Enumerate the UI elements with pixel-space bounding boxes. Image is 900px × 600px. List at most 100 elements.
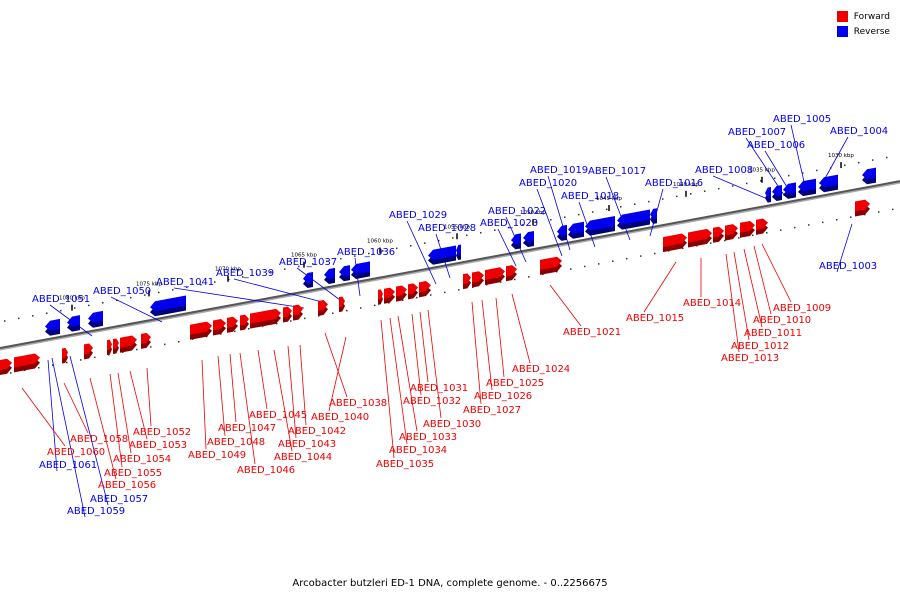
gene-arrow-face xyxy=(339,265,350,277)
gene-label: ABED_1054 xyxy=(113,454,171,465)
gene-arrow-face xyxy=(88,310,103,323)
gene-label: ABED_1041 xyxy=(156,277,214,288)
upper-dot xyxy=(634,203,636,205)
gene-label: ABED_1026 xyxy=(474,391,532,402)
reverse-gene-arrow xyxy=(617,209,650,230)
gene-arrow-face xyxy=(408,283,418,295)
gene-leader-line xyxy=(110,296,163,323)
upper-dot xyxy=(578,213,580,216)
gene-leader-line xyxy=(836,223,853,273)
upper-dot xyxy=(536,221,538,224)
upper-dot xyxy=(32,315,34,317)
gene-arrow-face xyxy=(190,321,212,335)
gene-leader-line xyxy=(790,124,806,187)
gene-leader-line xyxy=(129,370,148,440)
gene-label: ABED_1024 xyxy=(512,364,570,375)
lower-dot xyxy=(808,224,810,226)
gene-arrow-face xyxy=(855,199,870,212)
gene-label: ABED_1032 xyxy=(403,396,461,407)
reverse-gene-arrow xyxy=(783,182,796,199)
lower-dot xyxy=(598,263,600,265)
gene-label: ABED_1010 xyxy=(753,315,811,326)
gene-arrow-face xyxy=(523,230,534,243)
forward-gene-arrow xyxy=(227,316,238,333)
axis-tick-label: 1030 kbp xyxy=(828,153,854,159)
lower-dot xyxy=(360,307,362,309)
lower-dot xyxy=(752,234,754,237)
upper-dot xyxy=(74,307,76,309)
forward-gene-arrow xyxy=(240,314,249,331)
reverse-gene-arrow xyxy=(523,230,534,248)
upper-dot xyxy=(564,216,566,218)
gene-arrow-face xyxy=(511,233,521,245)
reverse-gene-arrow xyxy=(862,167,876,185)
upper-dot xyxy=(872,159,874,161)
gene-arrow-face xyxy=(14,353,40,368)
gene-label: ABED_1005 xyxy=(773,114,831,125)
gene-leader-line xyxy=(397,315,418,432)
axis-tick-label: 1070 kbp xyxy=(215,267,241,273)
lower-dot xyxy=(528,276,530,278)
upper-dot xyxy=(284,268,286,270)
gene-label: ABED_1057 xyxy=(90,494,148,505)
gene-arrow-face xyxy=(485,267,505,281)
axis-tick-label: 1045 kbp xyxy=(596,196,622,202)
gene-arrow-face xyxy=(62,347,68,359)
lower-dot xyxy=(738,237,740,239)
lower-dot xyxy=(248,328,250,330)
reverse-gene-arrow xyxy=(67,315,80,332)
gene-arrow-face xyxy=(585,215,615,231)
gene-arrow-face xyxy=(150,295,186,312)
gene-arrow-face xyxy=(419,281,431,293)
upper-dot xyxy=(298,265,300,268)
gene-label: ABED_1020 xyxy=(519,178,577,189)
upper-dot xyxy=(242,276,244,278)
lower-dot xyxy=(682,247,684,250)
gene-leader-line xyxy=(411,313,422,396)
gene-leader-line xyxy=(643,261,677,313)
lower-dot xyxy=(374,304,376,307)
reverse-gene-arrow xyxy=(568,221,584,239)
gene-leader-line xyxy=(296,267,341,301)
gene-label: ABED_1048 xyxy=(207,437,265,448)
gene-arrow-face xyxy=(772,185,782,197)
upper-dot xyxy=(760,180,762,182)
forward-gene-arrow xyxy=(408,283,418,300)
gene-label: ABED_1022 xyxy=(488,206,546,217)
gene-arrow-face xyxy=(765,187,771,198)
gene-leader-line xyxy=(471,301,482,405)
forward-gene-arrow xyxy=(213,319,226,336)
gene-label: ABED_1047 xyxy=(218,423,276,434)
gene-arrow-face xyxy=(113,338,119,350)
gene-label: ABED_1034 xyxy=(389,445,447,456)
upper-dot xyxy=(88,304,90,307)
reverse-gene-arrow xyxy=(819,174,838,193)
upper-dot xyxy=(410,244,412,247)
axis-tick-label: 1080 kbp xyxy=(59,296,85,302)
gene-leader-line xyxy=(427,309,442,419)
lower-dot xyxy=(52,364,54,366)
gene-arrow-face xyxy=(45,318,60,331)
axis-tick-label: 1040 kbp xyxy=(673,182,699,188)
lower-dot xyxy=(304,317,306,320)
forward-gene-arrow xyxy=(463,273,471,290)
gene-leader-line xyxy=(712,175,771,201)
gene-arrow-face xyxy=(283,306,292,318)
reverse-gene-arrow xyxy=(585,215,615,236)
reverse-gene-arrow xyxy=(772,185,782,202)
gene-leader-line xyxy=(201,359,207,450)
gene-label: ABED_1013 xyxy=(721,353,779,364)
upper-dot xyxy=(424,242,426,244)
gene-label: ABED_1046 xyxy=(237,465,295,476)
upper-dot xyxy=(620,206,622,208)
axis-tick-label: 1050 kbp xyxy=(520,210,546,216)
lower-dot xyxy=(626,257,628,260)
legend: Forward Reverse xyxy=(836,9,890,39)
upper-dot xyxy=(396,247,398,250)
axis-tick-label: 1060 kbp xyxy=(367,239,393,245)
upper-dot xyxy=(144,294,146,296)
lower-dot xyxy=(290,320,292,322)
reverse-gene-arrow xyxy=(765,187,771,203)
gene-label: ABED_1036 xyxy=(337,247,395,258)
